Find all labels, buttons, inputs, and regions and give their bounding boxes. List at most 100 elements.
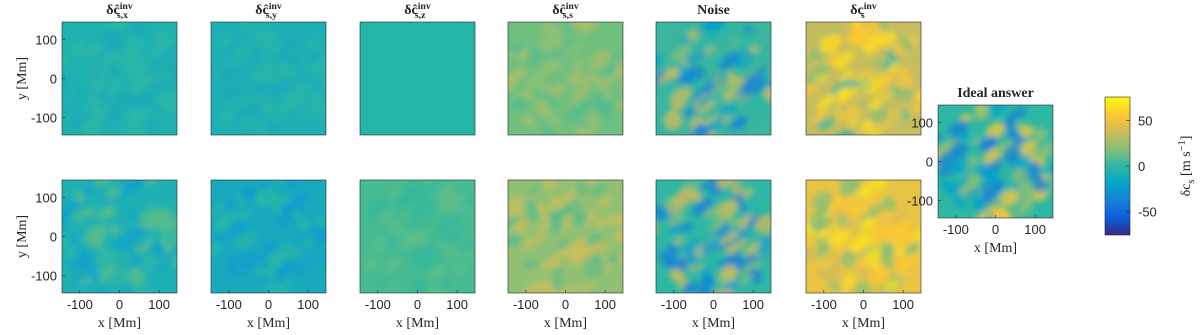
texture-blob xyxy=(259,96,272,108)
text-part: [m s xyxy=(1179,151,1194,179)
texture-blob xyxy=(833,107,846,122)
texture-blob xyxy=(152,247,163,258)
texture-blob xyxy=(90,295,110,312)
texture-blob xyxy=(876,86,894,103)
texture-blob xyxy=(919,246,935,264)
texture-blob xyxy=(400,182,414,198)
texture-blob xyxy=(524,282,544,293)
text-part: inv xyxy=(269,1,282,12)
texture-blob xyxy=(656,54,663,74)
texture-blob xyxy=(129,75,149,91)
colorbar-tick-label: 50 xyxy=(1138,114,1152,129)
texture-blob xyxy=(883,278,900,292)
texture-blob xyxy=(565,70,584,84)
texture-blob xyxy=(106,98,127,114)
texture-blob xyxy=(865,22,885,29)
texture-blob xyxy=(293,71,314,87)
texture-blob xyxy=(607,253,619,265)
texture-blob xyxy=(508,197,523,214)
heatmap xyxy=(62,180,177,312)
texture-blob xyxy=(260,180,274,190)
texture-blob xyxy=(543,126,557,135)
texture-blob xyxy=(881,57,900,72)
texture-blob xyxy=(280,30,292,41)
texture-blob xyxy=(673,236,684,246)
texture-blob xyxy=(815,202,830,217)
texture-blob xyxy=(306,49,323,63)
texture-blob xyxy=(536,202,549,217)
texture-blob xyxy=(121,126,145,135)
heatmap xyxy=(508,180,623,293)
texture-blob xyxy=(508,215,520,230)
texture-blob xyxy=(831,79,853,97)
texture-blob xyxy=(232,66,243,77)
texture-blob xyxy=(600,64,617,78)
texture-blob xyxy=(411,287,423,293)
texture-blob xyxy=(94,286,112,293)
texture-blob xyxy=(591,183,606,197)
x-tick-label: -100 xyxy=(943,222,969,237)
texture-blob xyxy=(753,102,771,117)
texture-blob xyxy=(721,80,740,95)
text-part: inv xyxy=(864,1,877,12)
texture-blob xyxy=(730,182,743,195)
texture-blob xyxy=(92,143,108,158)
texture-blob xyxy=(417,155,441,177)
texture-blob xyxy=(898,36,913,52)
texture-blob xyxy=(524,197,536,210)
texture-blob xyxy=(900,72,914,89)
texture-blob xyxy=(697,130,717,135)
texture-blob xyxy=(741,75,766,96)
texture-blob xyxy=(261,35,270,43)
texture-blob xyxy=(104,39,121,53)
texture-blob xyxy=(747,67,768,82)
texture-blob xyxy=(312,95,326,112)
texture-blob xyxy=(817,94,836,110)
texture-blob xyxy=(124,22,143,34)
plot-frame xyxy=(655,21,772,136)
texture-blob xyxy=(816,237,828,250)
texture-blob xyxy=(65,100,81,113)
text-part: Noise xyxy=(697,3,730,18)
x-axis-label: x [Mm] xyxy=(98,316,141,331)
texture-blob xyxy=(111,29,123,42)
texture-blob xyxy=(837,87,856,101)
texture-blob xyxy=(523,259,538,272)
texture-blob xyxy=(96,88,110,103)
heatmap xyxy=(211,180,326,293)
text-part: δc xyxy=(1179,184,1194,197)
texture-blob xyxy=(657,70,675,84)
texture-blob xyxy=(972,136,982,145)
y-tick-label: 0 xyxy=(926,155,933,170)
texture-blob xyxy=(303,236,315,249)
x-tick-label: -100 xyxy=(67,297,93,312)
texture-blob xyxy=(687,29,700,41)
texture-blob xyxy=(869,268,889,287)
text-part: s xyxy=(1186,179,1197,183)
texture-blob xyxy=(979,135,998,152)
heatmap xyxy=(508,22,623,135)
texture-blob xyxy=(839,219,855,233)
texture-blob xyxy=(546,180,562,184)
texture-blob xyxy=(217,106,239,122)
texture-blob xyxy=(702,138,724,157)
x-tick-label: 100 xyxy=(742,297,764,312)
texture-blob xyxy=(124,286,137,293)
texture-blob xyxy=(737,274,754,287)
texture-blob xyxy=(720,230,740,245)
texture-blob xyxy=(126,238,144,253)
texture-blob xyxy=(75,86,89,98)
texture-blob xyxy=(743,240,762,256)
heatmap-texture xyxy=(360,155,475,293)
texture-blob xyxy=(84,224,107,245)
texture-blob xyxy=(948,157,970,176)
texture-blob xyxy=(226,268,238,279)
x-tick-label: -100 xyxy=(365,297,391,312)
texture-blob xyxy=(257,275,270,286)
texture-blob xyxy=(295,257,315,273)
texture-blob xyxy=(669,268,683,281)
heatmap xyxy=(62,22,177,158)
texture-blob xyxy=(549,47,563,59)
texture-blob xyxy=(882,196,898,213)
texture-blob xyxy=(770,73,771,93)
